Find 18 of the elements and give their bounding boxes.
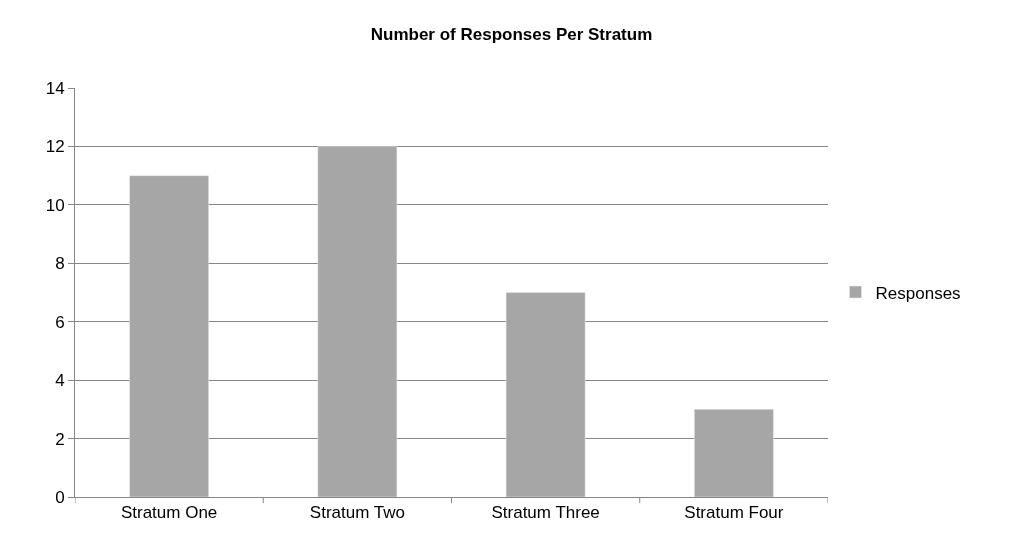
x-tick-label: Stratum Four <box>684 503 784 523</box>
legend-label: Responses <box>875 283 961 303</box>
y-tick-label: 10 <box>45 195 65 215</box>
y-tick-label: 0 <box>55 487 65 507</box>
x-tick-label: Stratum One <box>120 503 218 523</box>
y-tick-label: 14 <box>45 78 65 98</box>
y-tick-label: 8 <box>55 254 65 274</box>
bar <box>129 175 209 497</box>
y-tick-label: 12 <box>45 137 65 157</box>
chart-title: Number of Responses Per Stratum <box>370 24 653 44</box>
x-tick-label: Stratum Two <box>309 503 405 523</box>
x-tick-label: Stratum Three <box>491 503 600 523</box>
y-tick-label: 4 <box>55 371 65 391</box>
y-tick-label: 2 <box>55 429 65 449</box>
y-tick-label: 6 <box>55 312 65 332</box>
bar <box>317 146 398 497</box>
bar <box>694 409 774 497</box>
bar <box>505 292 586 497</box>
